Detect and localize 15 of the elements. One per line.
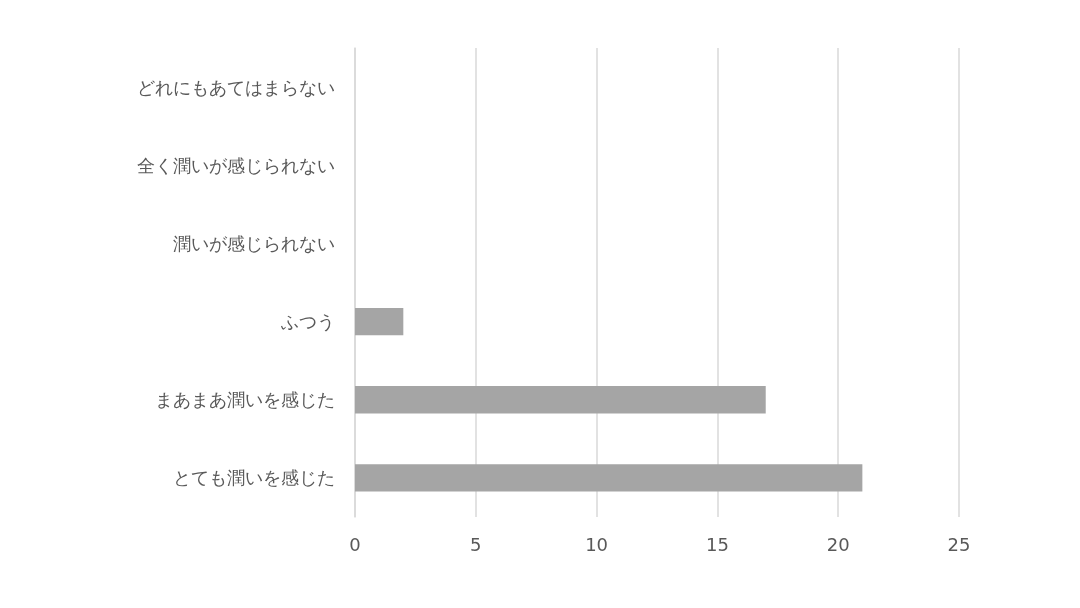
y-tick-label: 潤いが感じられない <box>173 232 335 254</box>
bar <box>355 386 766 414</box>
y-tick-label: まあまあ潤いを感じた <box>155 389 335 411</box>
x-tick-label: 15 <box>705 533 729 555</box>
y-tick-label: 全く潤いが感じられない <box>137 154 335 176</box>
x-tick-label: 20 <box>826 533 850 555</box>
x-tick-label: 10 <box>585 533 609 555</box>
y-tick-label: どれにもあてはまらない <box>137 76 335 98</box>
y-tick-label: ふつう <box>280 311 335 333</box>
bar <box>355 464 863 492</box>
x-tick-label: 5 <box>470 533 482 555</box>
bar <box>355 307 404 336</box>
x-tick-label: 0 <box>349 533 361 555</box>
x-tick-label: 25 <box>947 533 971 555</box>
y-tick-label: とても潤いを感じた <box>173 467 335 489</box>
